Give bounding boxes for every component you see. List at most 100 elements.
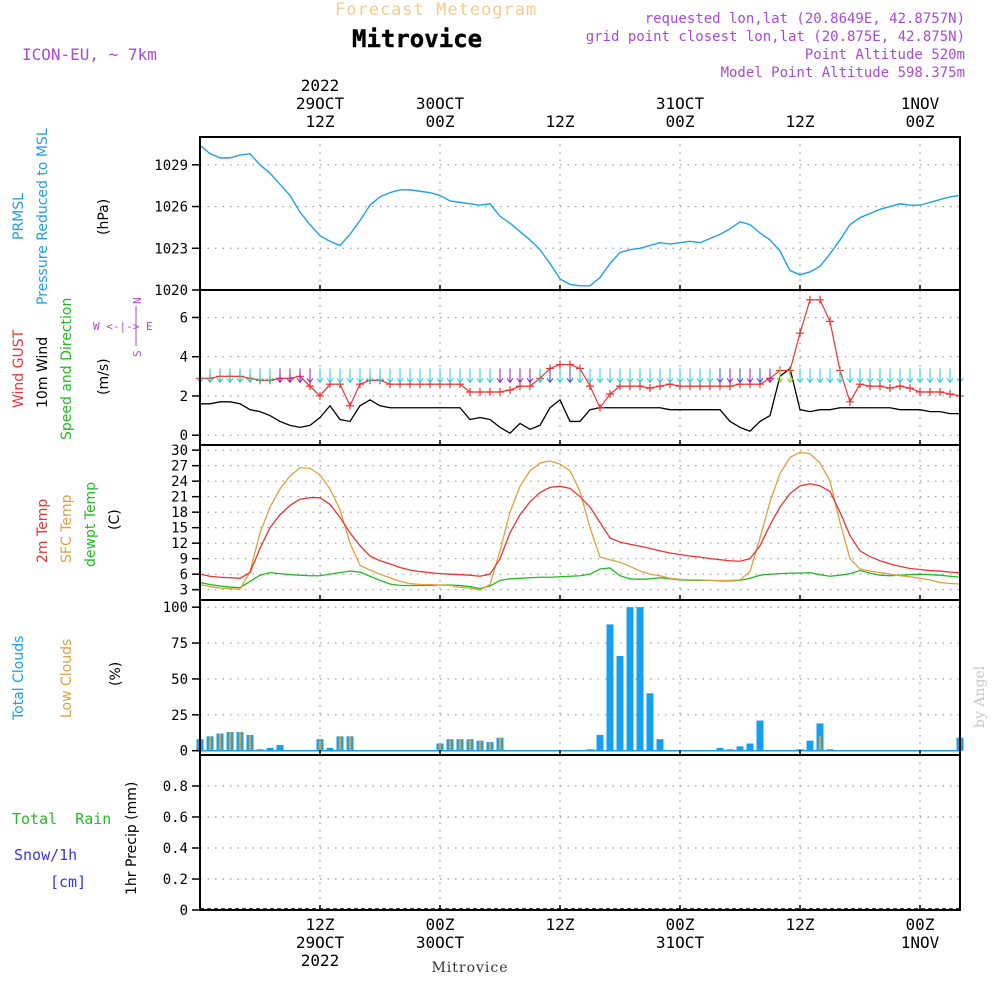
wind-direction-arrow [686, 368, 694, 384]
wind-direction-arrow [446, 368, 454, 384]
wind-direction-arrow [666, 368, 674, 384]
wind-direction-arrow [286, 368, 294, 384]
wind-gust-point [806, 295, 814, 304]
y-tick-label-temp: 12 [171, 536, 188, 552]
y-tick-label-pressure: 1020 [154, 283, 188, 299]
y-tick-label-temp: 24 [171, 474, 188, 490]
pressure-label-msl: Pressure Reduced to MSL [35, 128, 51, 305]
wind-direction-arrow [856, 368, 864, 384]
y-tick-label-pressure: 1023 [154, 241, 188, 257]
total-cloud-bar [616, 655, 624, 751]
total-cloud-bar [746, 743, 754, 751]
total-cloud-bar [596, 734, 604, 751]
wind-direction-arrow [886, 368, 894, 384]
wind-10m-label: 10m Wind [35, 337, 51, 408]
top-time-label: 00Z [906, 112, 935, 131]
wind-direction-arrow [876, 368, 884, 384]
wind-gust-point [866, 382, 874, 391]
wind-gust-point [916, 388, 924, 397]
total-cloud-bar [606, 624, 614, 751]
y-tick-label-pressure: 1026 [154, 200, 188, 216]
top-time-label: 12Z [546, 112, 575, 131]
wind-direction-arrow [476, 368, 484, 384]
wind-gust-label: Wind GUST [11, 329, 27, 408]
panel-frame-precip [199, 754, 961, 911]
temp-2m-label: 2m Temp [35, 499, 51, 563]
wind-gust-point [896, 382, 904, 391]
y-tick-label-temp: 3 [180, 583, 188, 599]
temp-sfc-label: SFC Temp [59, 494, 75, 563]
wind-direction-arrow [226, 368, 234, 384]
y-tick-label-temp: 9 [180, 552, 188, 568]
wind-gust-point [586, 382, 594, 391]
wind-direction-arrow [426, 368, 434, 384]
wind-direction-arrow [556, 368, 564, 384]
wind-gust-point [636, 382, 644, 391]
temp-panel-labels: 2m Temp SFC Temp dewpt Temp (C) [35, 482, 123, 567]
compass-we: W <-|-> E [93, 320, 153, 333]
bottom-time-label: 12Z [786, 915, 815, 934]
wind-direction-arrow [386, 368, 394, 384]
y-tick-label-temp: 27 [171, 459, 188, 475]
model-altitude: Model Point Altitude 598.375m [721, 65, 965, 81]
wind-gust-point [476, 388, 484, 397]
bottom-time-label: 00Z [426, 915, 455, 934]
wind-direction-arrow [256, 368, 264, 384]
temp-dewpt-label: dewpt Temp [83, 482, 99, 567]
wind-gust-point [706, 382, 714, 391]
wind-direction-arrow [906, 368, 914, 384]
snow-unit-label: [cm] [50, 873, 86, 891]
low-cloud-bar [248, 734, 252, 751]
wind-gust-point [816, 295, 824, 304]
snow-label: Snow/1h [14, 846, 77, 864]
wind-gust-point [596, 403, 604, 412]
bottom-time-label: 30OCT [416, 933, 465, 952]
wind-gust-point [716, 382, 724, 391]
y-tick-label-temp: 18 [171, 505, 188, 521]
wind-direction-arrow [416, 368, 424, 384]
grid-point-coords: grid point closest lon,lat (20.875E, 42.… [586, 29, 965, 45]
wind-direction-arrow [706, 368, 714, 384]
y-tick-label-clouds: 0 [180, 744, 188, 760]
wind-direction-arrow [766, 368, 774, 384]
panel-frames [192, 136, 961, 911]
wind-gust-point [606, 389, 614, 398]
wind-gust-point [466, 388, 474, 397]
wind-direction-arrow [406, 368, 414, 384]
panel-frame-pressure [199, 136, 961, 291]
y-tick-label-clouds: 50 [171, 672, 188, 688]
y-tick-labels: 1020102310261029024636912151821242730025… [154, 158, 188, 919]
wind-direction-arrow [866, 368, 874, 384]
y-tick-label-precip: 0.6 [163, 810, 188, 826]
low-cloud-bar [218, 733, 222, 751]
pressure-label-prmsl: PRMSL [11, 193, 27, 240]
wind-gust-point [686, 382, 694, 391]
wind-direction-arrow [636, 368, 644, 384]
total-rain-label: Total Rain [12, 810, 111, 828]
wind-direction-arrow [916, 368, 924, 384]
station-title: Mitrovice [352, 25, 482, 53]
wind-direction-arrow [306, 368, 314, 384]
wind-direction-arrow [316, 368, 324, 384]
top-time-label: 29OCT [296, 94, 345, 113]
wind-gust-point [516, 382, 524, 391]
wind-direction-arrow [246, 368, 254, 384]
wind-direction-arrow [846, 368, 854, 384]
wind-direction-arrow [626, 368, 634, 384]
wind-gust-point [926, 388, 934, 397]
pressure-line [199, 144, 961, 287]
low-cloud-bar [488, 742, 492, 751]
wind-direction-arrow [736, 368, 744, 384]
bottom-time-label: 29OCT [296, 933, 345, 952]
compass-s: S [131, 350, 144, 357]
y-tick-label-precip: 0.4 [163, 841, 188, 857]
wind-direction-arrow [786, 368, 794, 384]
low-cloud-bar [208, 736, 212, 751]
wind-direction-arrow [806, 368, 814, 384]
top-time-label: 12Z [786, 112, 815, 131]
y-tick-label-precip: 0 [180, 903, 188, 919]
total-cloud-bar [756, 720, 764, 751]
y-tick-label-temp: 6 [180, 567, 188, 583]
wind-gust-point [826, 317, 834, 326]
